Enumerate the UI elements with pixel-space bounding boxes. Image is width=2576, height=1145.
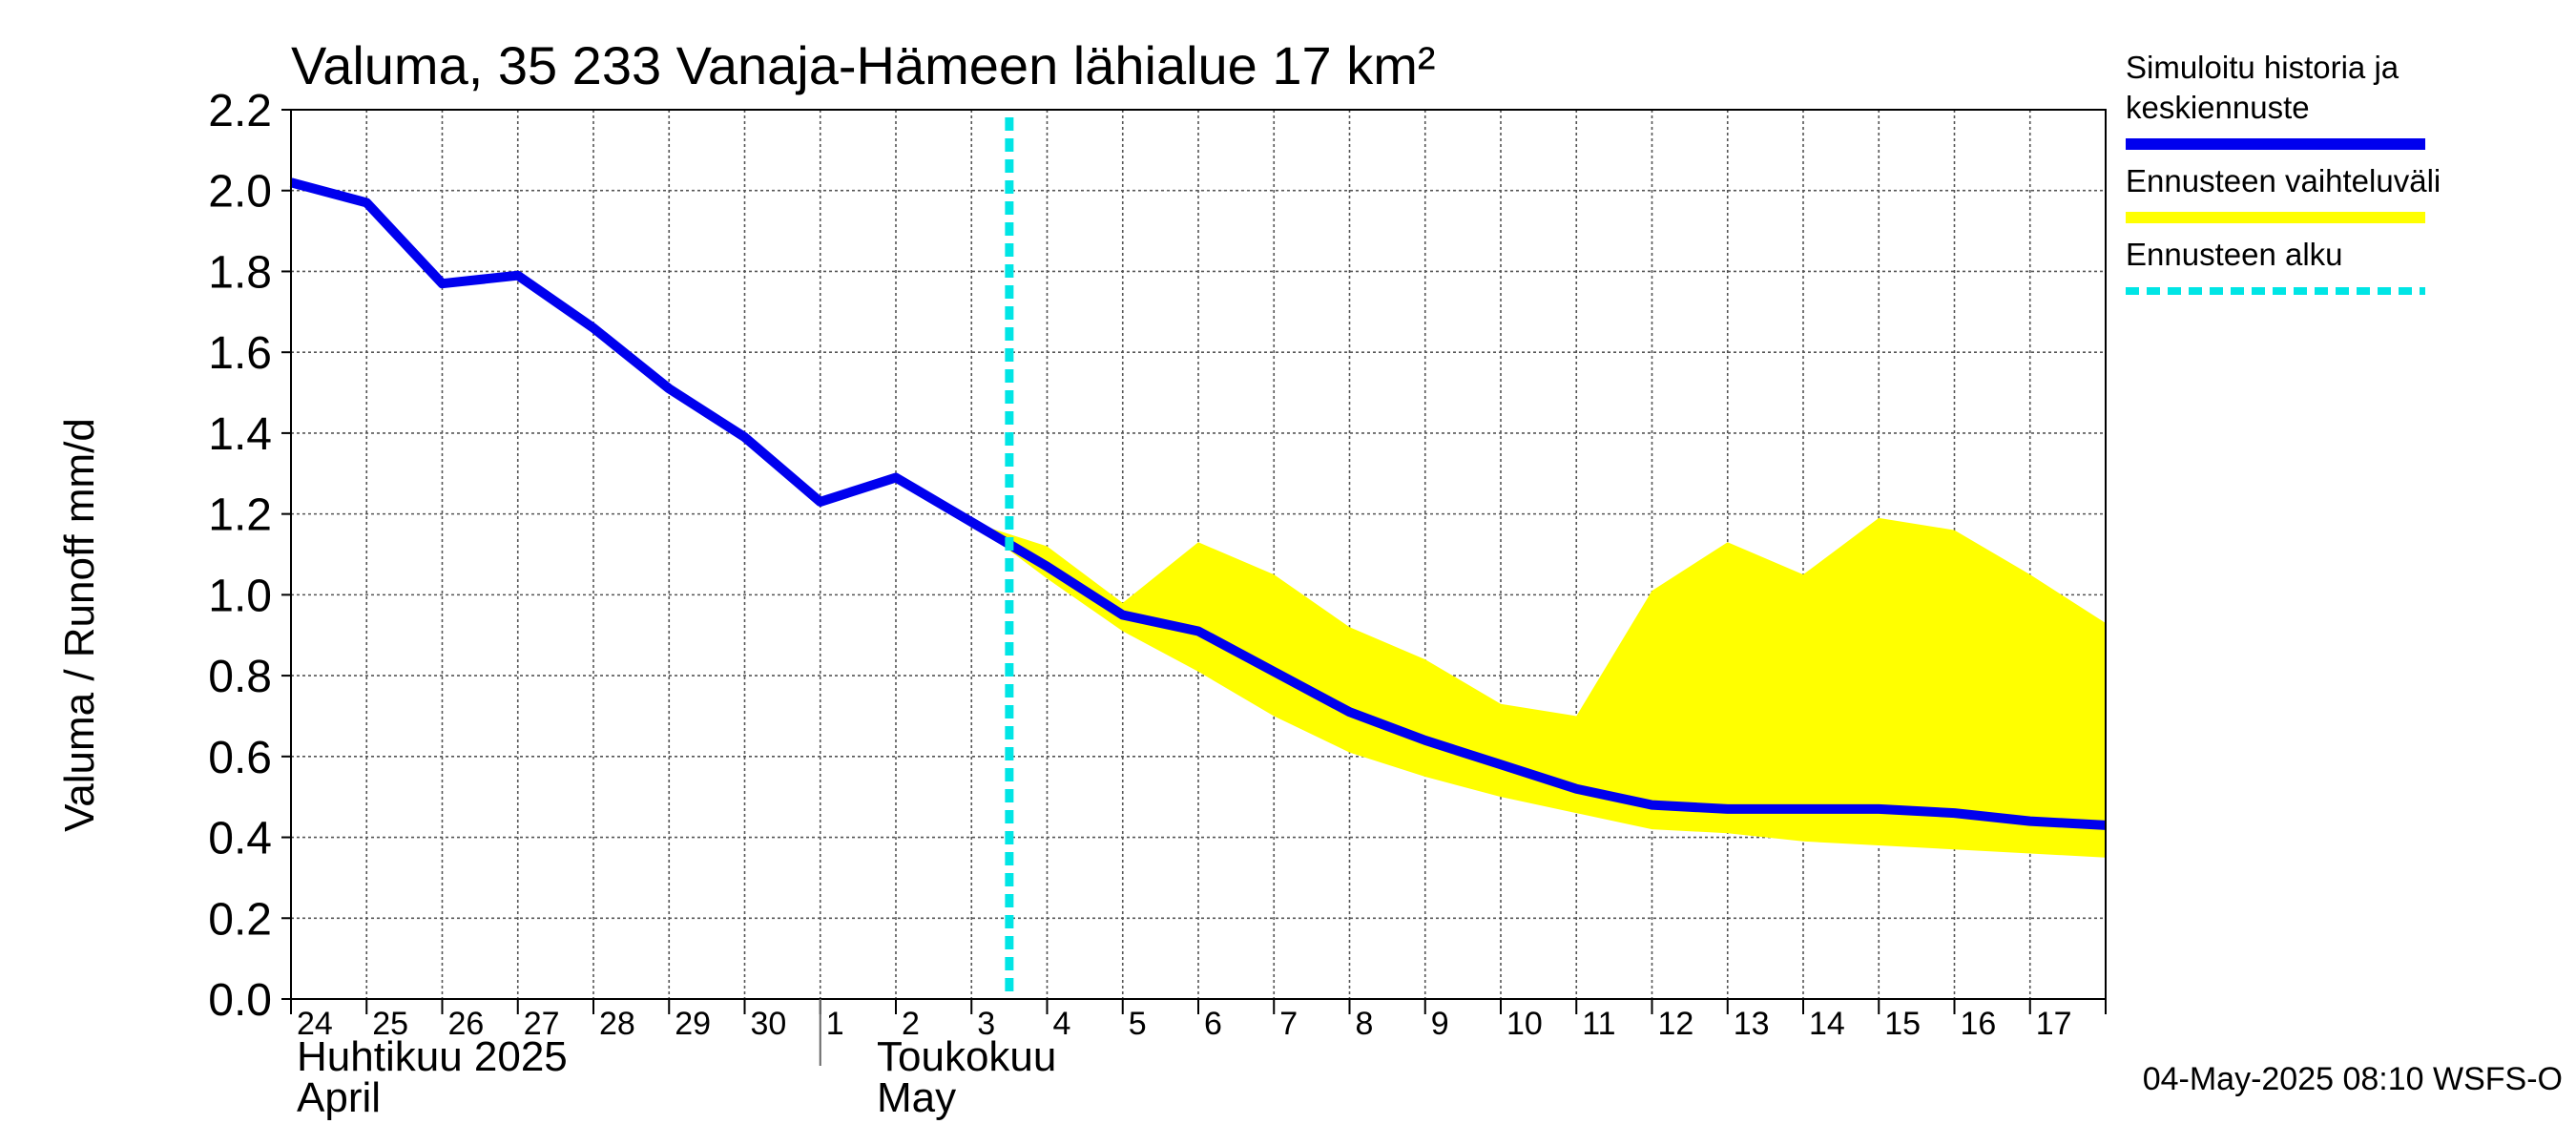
x-tick-label: 29 <box>675 1006 711 1042</box>
x-tick-label: 24 <box>297 1006 333 1042</box>
y-tick-label: 1.8 <box>208 247 272 298</box>
x-tick-label: 13 <box>1734 1006 1770 1042</box>
x-tick-label: 30 <box>751 1006 787 1042</box>
x-tick-label: 28 <box>599 1006 635 1042</box>
x-tick-label: 17 <box>2036 1006 2072 1042</box>
legend-label: Ennusteen alku <box>2126 237 2343 272</box>
x-tick-label: 14 <box>1809 1006 1845 1042</box>
forecast-range-area <box>971 517 2106 858</box>
x-tick-label: 9 <box>1431 1006 1449 1042</box>
y-tick-label: 1.4 <box>208 409 272 460</box>
y-tick-label: 1.6 <box>208 328 272 379</box>
y-axis-label: Valuma / Runoff mm/d <box>56 418 103 832</box>
y-tick-label: 0.6 <box>208 733 272 783</box>
x-tick-label: 7 <box>1279 1006 1298 1042</box>
y-tick-label: 0.8 <box>208 652 272 702</box>
y-axis-ticks: 0.0 0.2 0.4 0.6 0.8 1.0 1.2 1.4 1.6 1.8 2.0 2.2 <box>208 86 291 1026</box>
x-tick-label: 11 <box>1582 1006 1615 1042</box>
y-tick-label: 0.4 <box>208 814 272 864</box>
y-tick-label: 1.0 <box>208 571 272 621</box>
month-label-fi: Toukokuu <box>877 1033 1056 1080</box>
x-tick-label: 16 <box>1961 1006 1997 1042</box>
x-tick-label: 25 <box>372 1006 408 1042</box>
grid-lines <box>291 109 2106 999</box>
legend-label: Ennusteen vaihteluväli <box>2126 163 2441 198</box>
x-axis-ticks: 24 25 26 27 28 29 30 1 2 3 4 5 6 7 8 9 10 11 12 13 14 15 16 17 <box>290 999 2107 1042</box>
x-tick-label: 26 <box>448 1006 485 1042</box>
x-tick-label: 5 <box>1129 1006 1147 1042</box>
x-tick-label: 10 <box>1506 1006 1543 1042</box>
month-label-en: April <box>297 1074 381 1121</box>
x-tick-label: 27 <box>524 1006 560 1042</box>
x-tick-label: 6 <box>1204 1006 1222 1042</box>
forecast-range-band <box>971 517 2106 858</box>
month-label-fi: Huhtikuu 2025 <box>297 1033 568 1080</box>
y-tick-label: 2.0 <box>208 167 272 218</box>
y-tick-label: 2.2 <box>208 86 272 136</box>
legend-label: keskiennuste <box>2126 90 2310 125</box>
x-tick-label: 15 <box>1884 1006 1921 1042</box>
y-tick-label: 0.2 <box>208 894 272 945</box>
month-label-en: May <box>877 1074 956 1121</box>
legend-label: Simuloitu historia ja <box>2126 50 2399 85</box>
x-tick-label: 2 <box>902 1006 920 1042</box>
x-tick-label: 12 <box>1658 1006 1694 1042</box>
x-tick-label: 4 <box>1053 1006 1071 1042</box>
y-tick-label: 0.0 <box>208 975 272 1026</box>
x-tick-label: 1 <box>826 1006 844 1042</box>
legend: Simuloitu historia ja keskiennuste Ennuste… <box>2126 50 2441 295</box>
x-tick-label: 3 <box>977 1006 995 1042</box>
chart-title: Valuma, 35 233 Vanaja-Hämeen lähialue 17… <box>291 35 1436 95</box>
y-tick-label: 1.2 <box>208 490 272 541</box>
series-line-simulated <box>289 177 2107 830</box>
footer-timestamp: 04-May-2025 08:10 WSFS-O <box>2143 1061 2563 1097</box>
x-tick-label: 8 <box>1356 1006 1374 1042</box>
